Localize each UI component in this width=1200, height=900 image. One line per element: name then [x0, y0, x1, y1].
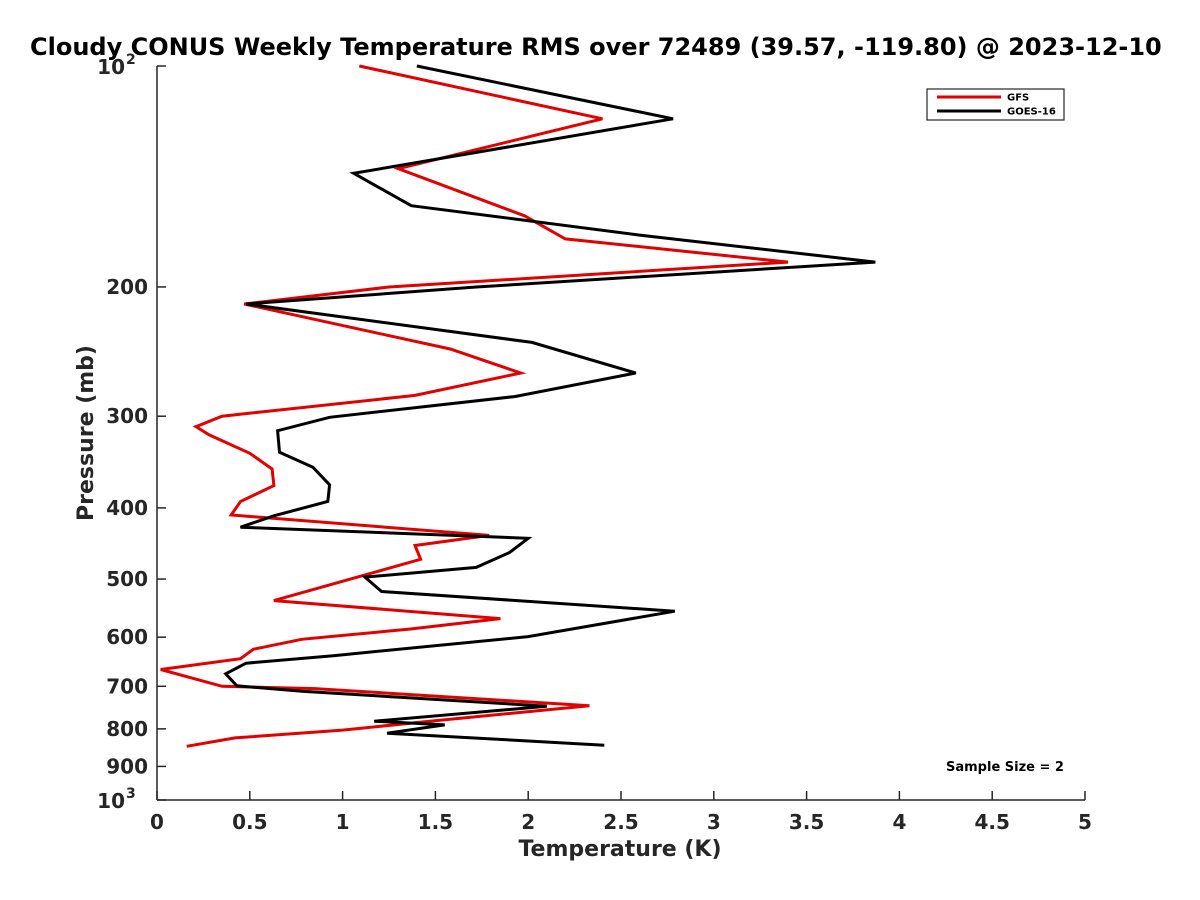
- x-tick-label: 3: [707, 810, 721, 834]
- x-tick-label: 0: [150, 810, 164, 834]
- y-tick-label: 10 3: [97, 786, 136, 813]
- x-tick-label: 2: [521, 810, 535, 834]
- x-tick-label: 2.5: [603, 810, 638, 834]
- chart-title: Cloudy CONUS Weekly Temperature RMS over…: [30, 33, 1162, 61]
- y-tick-label: 800: [106, 717, 148, 741]
- x-tick-label: 0.5: [232, 810, 267, 834]
- series-line-goes-16: [223, 64, 876, 747]
- legend-label: GFS: [1007, 93, 1029, 104]
- y-tick-label: 900: [106, 754, 148, 778]
- legend-box: [926, 88, 1065, 121]
- y-tick-label: 400: [106, 496, 148, 520]
- sample-size-annotation: Sample Size = 2: [946, 760, 1064, 775]
- x-tick-label: 3.5: [789, 810, 824, 834]
- axes-layer: 0 0.5 1 1.5 2 2.5 3 3.5 4 4.5 510 22003004005006007…: [97, 52, 1092, 834]
- x-axis-label: Temperature (K): [518, 837, 721, 862]
- y-tick-label: 700: [106, 674, 148, 698]
- y-tick-label: 500: [106, 567, 148, 591]
- y-tick-label: 600: [106, 625, 148, 649]
- y-tick-label: 10 2: [97, 52, 136, 79]
- y-tick-label-base: 10: [97, 55, 125, 79]
- legend: GFS GOES-16: [926, 88, 1065, 121]
- y-tick-label: 200: [106, 275, 148, 299]
- x-tick-label: 1: [336, 810, 350, 834]
- series-layer: [160, 64, 876, 748]
- y-axis-label: Pressure (mb): [74, 345, 99, 521]
- y-tick-label-exponent: 3: [126, 786, 136, 802]
- series-line-gfs: [160, 64, 789, 748]
- x-tick-label: 1.5: [418, 810, 453, 834]
- y-tick-label-base: 10: [97, 789, 125, 813]
- x-tick-label: 4: [892, 810, 906, 834]
- x-tick-label: 4.5: [974, 810, 1009, 834]
- x-tick-label: 5: [1078, 810, 1092, 834]
- y-tick-label-exponent: 2: [126, 52, 136, 68]
- y-tick-label: 300: [106, 404, 148, 428]
- legend-label: GOES-16: [1007, 107, 1056, 118]
